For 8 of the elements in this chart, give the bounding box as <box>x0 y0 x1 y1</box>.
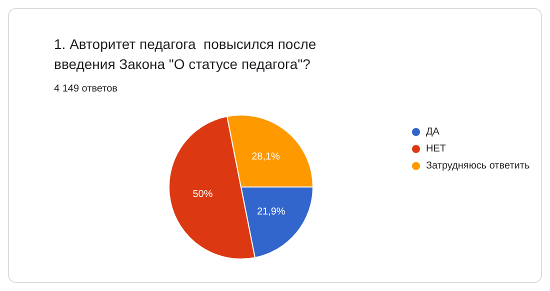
data-label: 21,9% <box>256 206 286 218</box>
legend-label: ДА <box>426 126 440 138</box>
data-label: 28,1% <box>252 151 280 162</box>
legend-label: НЕТ <box>426 144 446 154</box>
text: 4 149 ответов <box>54 84 118 94</box>
legend-label: Затрудняюсь ответить <box>426 160 530 172</box>
chart-title: 1. Авторитет педагога повысился после введения Закона "О статусе педагога"? <box>54 36 320 72</box>
data-label: 50% <box>192 189 213 200</box>
